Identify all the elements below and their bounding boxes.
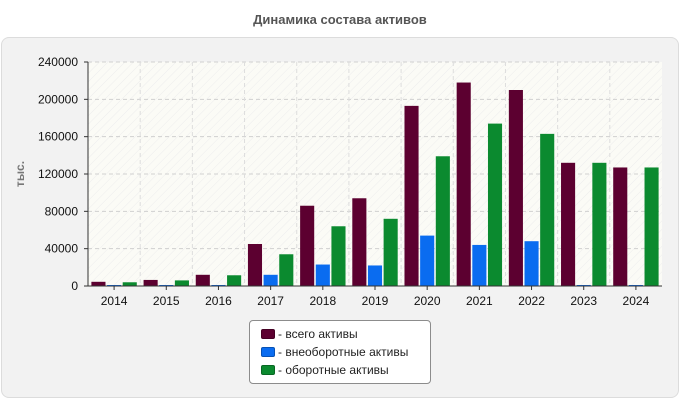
bar [315, 264, 330, 286]
x-tick-label: 2024 [623, 294, 650, 308]
bars [91, 82, 659, 287]
bar [435, 156, 450, 286]
bar [592, 162, 607, 286]
legend: - всего активы - внеоборотные активы - о… [249, 320, 431, 384]
bar [195, 274, 210, 286]
bar [122, 282, 137, 286]
bar [420, 235, 435, 286]
x-tick-label: 2021 [466, 294, 493, 308]
legend-label-current: - оборотные активы [278, 363, 389, 377]
bar [227, 275, 242, 286]
bar [91, 281, 106, 286]
bar [247, 244, 263, 286]
bar [143, 279, 158, 286]
bar [456, 82, 471, 287]
bar [404, 105, 419, 286]
y-tick-label: 80000 [45, 204, 79, 218]
x-tick-label: 2017 [257, 294, 284, 308]
bar [524, 241, 539, 286]
x-tick-label: 2019 [362, 294, 389, 308]
x-tick-label: 2020 [414, 294, 441, 308]
bar [367, 265, 383, 286]
bar [331, 226, 346, 286]
legend-item-total: - всего активы [261, 327, 358, 341]
legend-label-total: - всего активы [278, 327, 358, 341]
legend-swatch-noncurrent [261, 347, 275, 357]
bar [540, 133, 555, 286]
bar [279, 254, 294, 286]
bar [300, 205, 315, 286]
bar [383, 218, 398, 286]
y-tick-label: 160000 [38, 130, 78, 144]
x-tick-label: 2018 [309, 294, 336, 308]
bar [352, 198, 367, 286]
legend-swatch-total [261, 329, 275, 339]
x-tick-labels: 2014 2015 2016 2017 2018 2019 2020 2021 2022 2023… [101, 294, 650, 308]
y-tick-label: 0 [71, 279, 78, 293]
axes [84, 61, 662, 290]
legend-swatch-current [261, 365, 275, 375]
y-tick-labels: 0 40000 80000 120000 160000 200000 240000 [38, 55, 78, 293]
legend-item-current: - оборотные активы [261, 363, 389, 377]
y-tick-label: 200000 [38, 92, 78, 106]
y-tick-label: 240000 [38, 55, 78, 69]
chart-title: Динамика состава активов [253, 12, 427, 27]
legend-item-noncurrent: - внеоборотные активы [261, 345, 408, 359]
x-tick-label: 2016 [205, 294, 232, 308]
x-tick-label: 2023 [570, 294, 597, 308]
legend-label-noncurrent: - внеоборотные активы [278, 345, 409, 359]
bar [561, 162, 576, 286]
bar [613, 167, 628, 286]
x-tick-label: 2022 [518, 294, 545, 308]
bar [174, 280, 189, 286]
bar [263, 274, 278, 286]
y-tick-label: 120000 [38, 167, 78, 181]
y-axis-label: тыс. [13, 161, 27, 187]
bar [472, 244, 487, 286]
bar [508, 90, 523, 286]
x-tick-label: 2015 [153, 294, 180, 308]
bar [487, 123, 503, 286]
bar [644, 167, 659, 286]
y-tick-label: 40000 [45, 242, 79, 256]
x-tick-label: 2014 [101, 294, 128, 308]
